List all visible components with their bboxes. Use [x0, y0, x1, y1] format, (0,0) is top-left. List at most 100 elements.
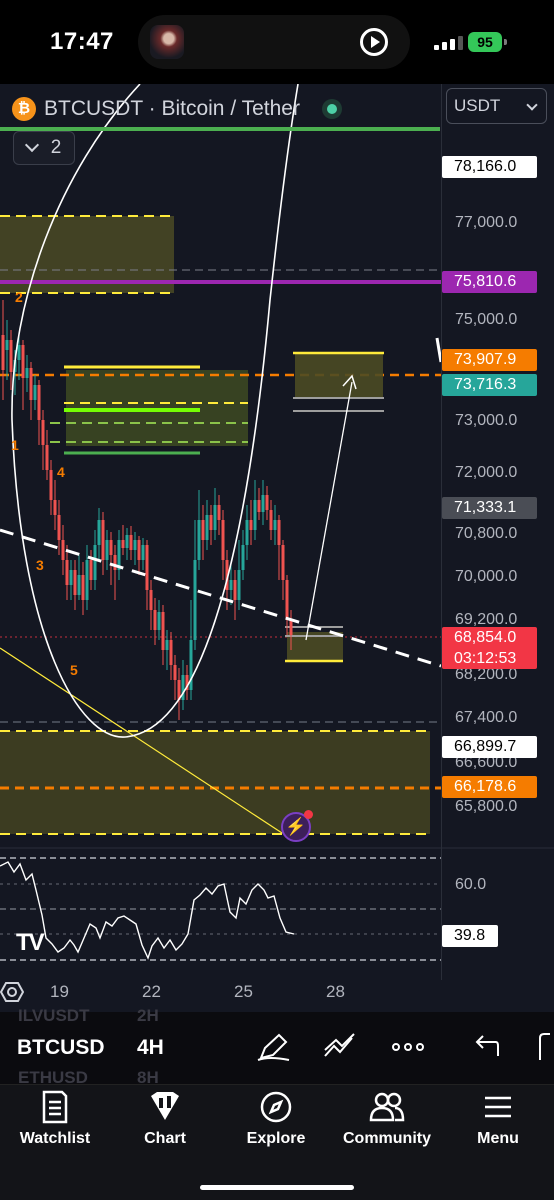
candle-bear: [121, 540, 125, 548]
price-axis-label: 69,200.0: [455, 611, 518, 628]
menu-icon: [485, 1096, 511, 1118]
candle-bear: [173, 665, 177, 680]
symbol-selector[interactable]: BTCUSD: [17, 1036, 105, 1059]
dynamic-island[interactable]: [138, 15, 410, 69]
undo-icon[interactable]: [468, 1032, 504, 1062]
candle-bull: [117, 540, 121, 570]
candle-bear: [73, 570, 77, 595]
candle-bear: [221, 520, 225, 560]
nav-community[interactable]: Community: [337, 1090, 437, 1148]
price-tag: 66,899.7: [442, 736, 537, 758]
candle-bear: [89, 560, 93, 580]
pen-icon[interactable]: [255, 1032, 291, 1062]
nav-watchlist[interactable]: Watchlist: [5, 1090, 105, 1148]
nav-menu[interactable]: Menu: [448, 1090, 548, 1148]
candle-bear: [281, 545, 285, 580]
wave-label-2: 2: [15, 289, 23, 305]
date-axis-label: 22: [142, 982, 161, 1001]
candle-bear: [233, 580, 237, 600]
nav-chart[interactable]: Chart: [115, 1090, 215, 1148]
interval-selector[interactable]: 4H: [137, 1036, 164, 1059]
current-price-tag: 68,854.0 03:12:53: [442, 627, 537, 669]
rsi-value-tag: 39.8: [442, 925, 498, 947]
chart-area[interactable]: 1 2 3 4 5 ₿ BTCUSDT · Bitcoin / Tether 2…: [0, 84, 554, 1012]
candle-bull: [213, 505, 217, 530]
chart-settings-icon[interactable]: [0, 981, 24, 1003]
price-axis-label: 70,800.0: [455, 525, 518, 542]
price-tag-grey: 71,333.1: [442, 497, 537, 519]
candle-bear: [109, 540, 113, 555]
symbol-header[interactable]: ₿ BTCUSDT · Bitcoin / Tether: [0, 92, 342, 126]
candle-bear: [61, 540, 65, 560]
candles: [1, 300, 293, 720]
candle-bull: [253, 500, 257, 530]
candle-bull: [189, 640, 193, 690]
play-icon[interactable]: [360, 28, 388, 56]
nav-label: Watchlist: [19, 1130, 91, 1147]
price-axis-label: 67,400.0: [455, 709, 518, 726]
candle-bull: [105, 540, 109, 560]
market-status-icon[interactable]: [321, 99, 342, 119]
community-icon: [369, 1092, 405, 1122]
symbol-interval-row: [0, 1012, 554, 1084]
trendline: [0, 528, 442, 668]
projection-arrow: [305, 381, 353, 641]
price-axis-label: 66,600.0: [455, 754, 518, 771]
candle-bear: [57, 515, 61, 540]
symbol-title[interactable]: BTCUSDT · Bitcoin / Tether: [44, 97, 300, 120]
price-tag-orange: 66,178.6: [442, 776, 537, 798]
home-indicator: [200, 1185, 354, 1190]
candle-bull: [193, 560, 197, 640]
price-axis-label: 75,000.0: [455, 311, 518, 328]
alert-bolt-icon[interactable]: ⚡: [281, 810, 313, 842]
nav-label: Community: [343, 1130, 431, 1147]
wave-label-5: 5: [70, 662, 78, 678]
clock: 17:47: [50, 28, 114, 55]
rsi-line: [0, 861, 295, 960]
candle-bull: [85, 560, 89, 600]
nav-explore[interactable]: Explore: [226, 1090, 326, 1148]
candle-bull: [133, 540, 137, 550]
tradingview-logo: TV: [16, 929, 45, 956]
watchlist-icon: [42, 1090, 68, 1124]
candle-bear: [161, 612, 165, 650]
ghost-symbol-above: ILVUSDT: [18, 1006, 90, 1025]
date-axis-label: 19: [50, 982, 69, 1001]
candle-bull: [5, 340, 9, 350]
demand-zone-lower: [0, 731, 430, 834]
price-axis-label: 73,000.0: [455, 412, 518, 429]
candle-bull: [197, 520, 201, 560]
candle-bear: [169, 640, 173, 665]
current-price: 68,854.0: [454, 629, 517, 646]
more-icon[interactable]: [390, 1032, 426, 1062]
candle-bull: [25, 368, 29, 378]
candle-countdown: 03:12:53: [454, 650, 517, 667]
now-playing-artwork: [150, 25, 184, 59]
chart-icon: [151, 1092, 179, 1120]
nav-label: Chart: [144, 1130, 186, 1147]
candle-bear: [53, 500, 57, 515]
price-tag-orange: 73,907.9: [442, 349, 537, 371]
chart-canvas[interactable]: 1 2 3 4 5: [0, 84, 554, 1012]
candle-bull: [181, 675, 185, 700]
price-tag-teal: 73,716.3: [442, 374, 537, 396]
candle-bear: [149, 590, 153, 610]
redo-icon[interactable]: [530, 1032, 554, 1062]
price-tag: 78,166.0: [442, 156, 537, 178]
candle-bull: [245, 520, 249, 545]
pattern-icon[interactable]: [322, 1032, 358, 1062]
candle-bull: [237, 570, 241, 600]
status-strip: [0, 127, 440, 131]
indicator-collapse-button[interactable]: 2: [13, 131, 75, 165]
ghost-interval-above: 2H: [137, 1006, 159, 1025]
candle-bear: [201, 520, 205, 540]
candle-bull: [229, 580, 233, 590]
indicator-count: 2: [50, 137, 62, 158]
candle-bear: [269, 510, 273, 530]
candle-bear: [129, 535, 133, 550]
candle-bear: [285, 580, 289, 620]
currency-select[interactable]: USDT: [446, 88, 547, 124]
price-axis-label: 65,800.0: [455, 798, 518, 815]
candle-bear: [49, 470, 53, 500]
candle-bull: [157, 612, 161, 630]
